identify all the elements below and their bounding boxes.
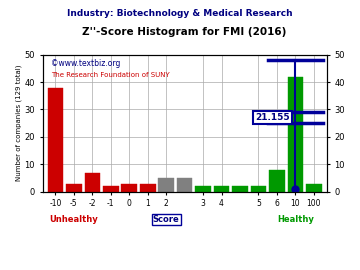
Bar xyxy=(158,178,174,192)
Bar xyxy=(140,184,156,192)
Text: Healthy: Healthy xyxy=(277,215,314,224)
Bar xyxy=(269,170,285,192)
Bar xyxy=(121,184,137,192)
Bar xyxy=(85,173,100,192)
Bar xyxy=(214,186,229,192)
Text: Industry: Biotechnology & Medical Research: Industry: Biotechnology & Medical Resear… xyxy=(67,9,293,18)
Bar xyxy=(232,186,248,192)
Bar xyxy=(306,184,322,192)
Bar xyxy=(66,184,82,192)
Text: The Research Foundation of SUNY: The Research Foundation of SUNY xyxy=(51,72,170,78)
Text: Unhealthy: Unhealthy xyxy=(50,215,98,224)
Bar xyxy=(177,178,193,192)
Y-axis label: Number of companies (129 total): Number of companies (129 total) xyxy=(15,65,22,181)
Text: 21.155: 21.155 xyxy=(255,113,290,122)
Title: Z''-Score Histogram for FMI (2016): Z''-Score Histogram for FMI (2016) xyxy=(82,27,287,37)
Bar xyxy=(288,76,303,192)
Bar xyxy=(48,87,63,192)
Bar xyxy=(195,186,211,192)
Bar xyxy=(103,186,119,192)
Text: Score: Score xyxy=(153,215,180,224)
Bar xyxy=(251,186,266,192)
Text: ©www.textbiz.org: ©www.textbiz.org xyxy=(51,59,121,68)
